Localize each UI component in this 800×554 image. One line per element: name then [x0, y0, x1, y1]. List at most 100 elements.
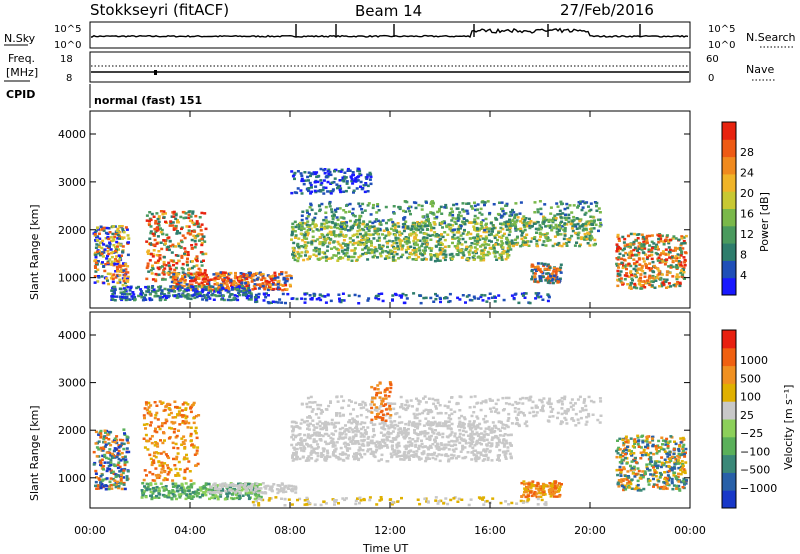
echo-cell [678, 281, 682, 285]
echo-cell [645, 239, 649, 242]
echo-cell [337, 257, 341, 260]
echo-cell [474, 459, 478, 463]
echo-cell [348, 219, 352, 223]
echo-cell [300, 441, 304, 445]
echo-cell [191, 210, 195, 213]
echo-cell [112, 472, 116, 475]
echo-cell [548, 281, 552, 284]
echo-cell [512, 211, 516, 214]
echo-cell [300, 251, 304, 254]
echo-cell [366, 450, 370, 453]
echo-cell [167, 491, 171, 495]
echo-cell [308, 224, 312, 227]
nave-label: Nave [746, 63, 774, 76]
echo-cell [650, 234, 654, 237]
echo-cell [162, 273, 166, 276]
echo-cell [207, 482, 211, 486]
echo-cell [195, 222, 199, 225]
echo-cell [629, 270, 633, 273]
echo-cell [457, 225, 461, 228]
echo-cell [120, 254, 123, 257]
echo-cell [637, 251, 641, 255]
echo-cell [193, 246, 197, 249]
echo-cell [161, 441, 165, 445]
echo-cell [147, 483, 151, 486]
echo-cell [140, 294, 144, 297]
echo-cell [325, 233, 329, 237]
echo-cell [307, 187, 311, 190]
echo-cell [191, 285, 195, 289]
echo-cell [491, 230, 494, 233]
echo-cell [151, 232, 155, 236]
echo-cell [371, 221, 375, 225]
echo-cell [118, 225, 122, 228]
echo-cell [302, 449, 306, 453]
echo-cell [638, 281, 642, 285]
echo-cell [519, 220, 522, 223]
echo-cell [319, 183, 323, 186]
echo-cell [234, 271, 237, 275]
echo-cell [315, 224, 318, 227]
echo-cell [196, 492, 200, 495]
echo-cell [113, 437, 117, 440]
echo-cell [240, 285, 244, 288]
echo-cell [200, 290, 204, 294]
echo-cell [119, 459, 123, 462]
echo-cell [203, 212, 207, 215]
echo-cell [249, 295, 253, 299]
echo-cell [419, 252, 422, 255]
echo-cell [656, 248, 660, 251]
echo-cell [108, 485, 111, 488]
echo-cell [163, 278, 167, 281]
echo-cell [638, 244, 642, 248]
echo-cell [353, 214, 357, 218]
echo-cell [189, 215, 193, 218]
echo-cell [108, 231, 112, 234]
echo-cell [159, 227, 162, 230]
echo-cell [267, 294, 270, 297]
echo-cell [424, 249, 427, 252]
echo-cell [429, 258, 433, 261]
echo-cell [413, 431, 417, 434]
echo-cell [114, 246, 117, 249]
echo-cell [201, 298, 205, 301]
echo-cell [412, 230, 416, 234]
echo-cell [133, 296, 137, 299]
echo-cell [405, 297, 409, 300]
echo-cell [433, 217, 437, 220]
echo-cell [250, 484, 254, 487]
echo-cell [621, 235, 625, 239]
echo-cell [143, 490, 147, 493]
echo-cell [154, 451, 158, 454]
echo-cell [154, 292, 158, 295]
echo-cell [414, 257, 418, 261]
echo-cell [366, 184, 370, 188]
echo-cell [526, 240, 530, 243]
echo-cell [416, 221, 420, 224]
echo-cell [178, 294, 182, 298]
echo-cell [358, 228, 362, 232]
echo-cell [485, 237, 489, 240]
echo-cell [544, 225, 548, 228]
echo-cell [111, 470, 115, 474]
echo-cell [99, 432, 103, 435]
echo-cell [426, 233, 430, 237]
echo-cell [622, 264, 625, 268]
echo-cell [297, 227, 301, 230]
echo-cell [187, 485, 191, 489]
echo-cell [172, 457, 175, 461]
echo-cell [442, 220, 446, 223]
echo-cell [443, 258, 447, 262]
echo-cell [164, 242, 167, 245]
echo-cell [294, 488, 298, 491]
echo-cell [345, 180, 349, 183]
echo-cell [186, 263, 189, 267]
echo-cell [190, 276, 194, 280]
echo-cell [245, 289, 249, 292]
echo-cell [366, 190, 370, 193]
echo-cell [645, 257, 649, 261]
echo-cell [453, 220, 457, 224]
echo-cell [634, 265, 638, 268]
echo-cell [270, 301, 274, 304]
echo-cell [505, 220, 509, 223]
